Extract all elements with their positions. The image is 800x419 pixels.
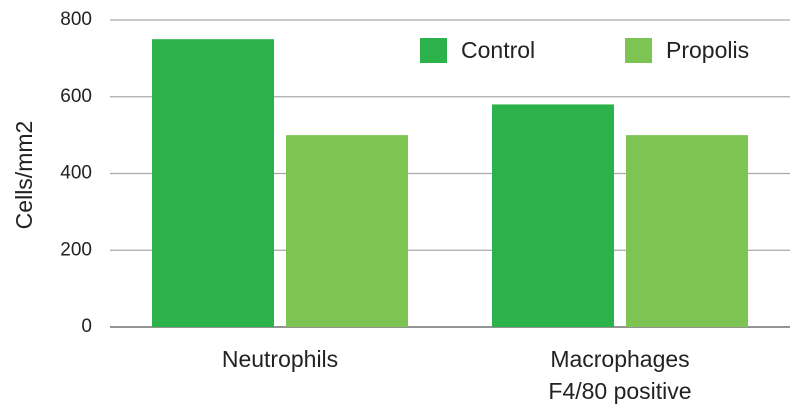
bar (626, 135, 748, 327)
x-tick-label: Macrophages F4/80 positive (548, 346, 692, 404)
y-tick-label: 400 (60, 163, 92, 184)
y-tick-label: 200 (60, 239, 92, 260)
legend-swatch (625, 38, 652, 63)
legend-label: Propolis (666, 37, 749, 63)
bar (492, 104, 614, 327)
y-axis-label: Cells/mm2 (11, 121, 37, 230)
bar (286, 135, 408, 327)
bar (152, 39, 274, 327)
legend-swatch (420, 38, 447, 63)
y-tick-label: 0 (81, 316, 92, 337)
legend-label: Control (461, 37, 535, 63)
y-tick-label: 600 (60, 86, 92, 107)
x-tick-label: Neutrophils (221, 346, 339, 372)
y-tick-label: 800 (60, 9, 92, 30)
